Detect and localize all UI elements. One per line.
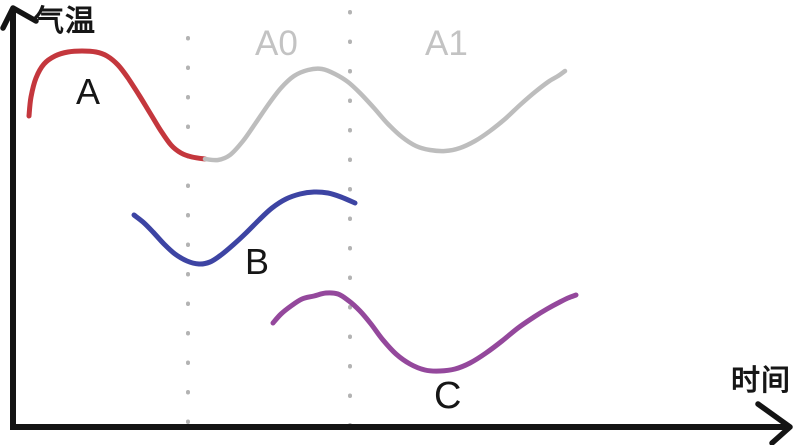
curve-a-label: A [76, 71, 101, 112]
curve-a1-label: A1 [425, 24, 468, 63]
curve-a-line [26, 48, 208, 162]
curve-b-label: B [245, 241, 270, 282]
x-axis-arrow-icon [755, 401, 793, 445]
curve-a0-label: A0 [255, 24, 298, 63]
y-axis-arrow-icon [0, 5, 39, 31]
y-axis-label: 气温 [34, 5, 96, 38]
curve-c-line [270, 290, 579, 374]
curve-a0-a1-line [202, 66, 568, 163]
x-axis-label: 时间 [731, 365, 792, 397]
curve-b-line [131, 189, 358, 267]
curve-c-label: C [434, 375, 462, 417]
